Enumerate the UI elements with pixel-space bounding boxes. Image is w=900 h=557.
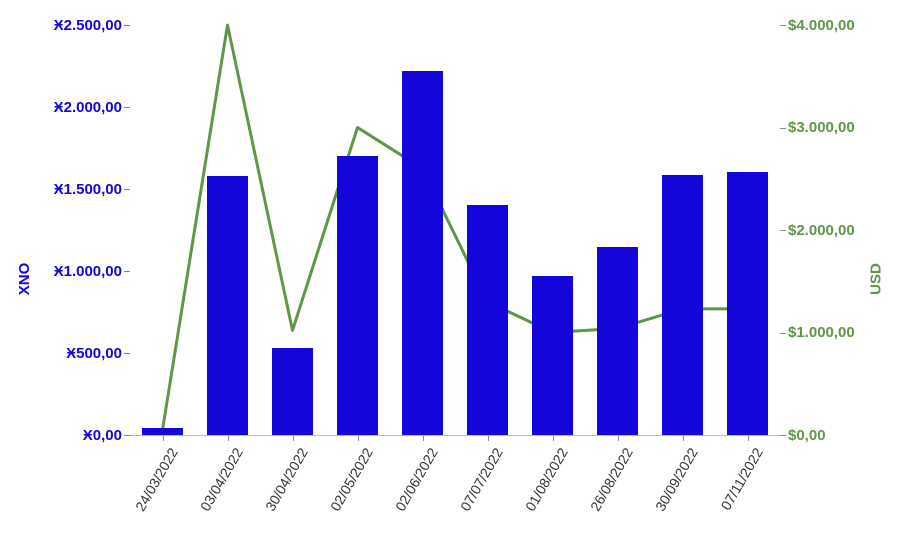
x-axis-line	[130, 435, 780, 436]
x-tick-label: 03/04/2022	[196, 445, 245, 514]
x-tick-label: 07/11/2022	[717, 445, 765, 513]
bar	[142, 428, 182, 435]
bar	[727, 172, 767, 435]
x-tick-label: 26/08/2022	[586, 445, 635, 514]
x-tick-label: 24/03/2022	[131, 445, 180, 514]
y-right-tick-label: $1.000,00	[788, 324, 855, 341]
y-right-tick-label: $4.000,00	[788, 17, 855, 34]
plot-area	[130, 25, 780, 435]
y-right-tick-mark	[780, 435, 786, 436]
bar	[467, 205, 507, 435]
y-left-tick-label: Ӿ2.500,00	[54, 17, 122, 34]
y-right-tick-mark	[780, 333, 786, 334]
y-right-tick-label: $0,00	[788, 427, 826, 444]
y-right-tick-label: $2.000,00	[788, 222, 855, 239]
y-left-tick-label: Ӿ2.000,00	[54, 99, 122, 116]
y-left-tick-label: Ӿ500,00	[66, 345, 122, 362]
y-left-axis-title: XNO	[16, 262, 33, 295]
dual-axis-chart: XNO USD Ӿ0,00 Ӿ500,00 Ӿ1.000,00 Ӿ1.500,00 Ӿ2…	[0, 0, 900, 557]
bar	[207, 176, 247, 435]
x-tick-label: 01/08/2022	[521, 445, 570, 514]
x-tick-label: 02/06/2022	[391, 445, 440, 514]
x-tick-label: 30/09/2022	[651, 445, 700, 514]
bar	[337, 156, 377, 435]
y-right-tick-mark	[780, 230, 786, 231]
x-tick-label: 30/04/2022	[261, 445, 310, 514]
y-left-tick-label: Ӿ0,00	[83, 427, 122, 444]
bar	[532, 276, 572, 435]
y-right-axis-title: USD	[868, 263, 885, 295]
bar	[597, 247, 637, 435]
y-right-tick-label: $3.000,00	[788, 119, 855, 136]
bar	[662, 175, 702, 435]
line-series	[163, 25, 748, 430]
bar	[402, 71, 442, 435]
y-right-tick-mark	[780, 25, 786, 26]
x-tick-label: 07/07/2022	[456, 445, 505, 514]
y-left-tick-label: Ӿ1.500,00	[54, 181, 122, 198]
bar	[272, 348, 312, 435]
y-right-tick-mark	[780, 128, 786, 129]
x-tick-label: 02/05/2022	[326, 445, 375, 514]
y-left-tick-label: Ӿ1.000,00	[54, 263, 122, 280]
